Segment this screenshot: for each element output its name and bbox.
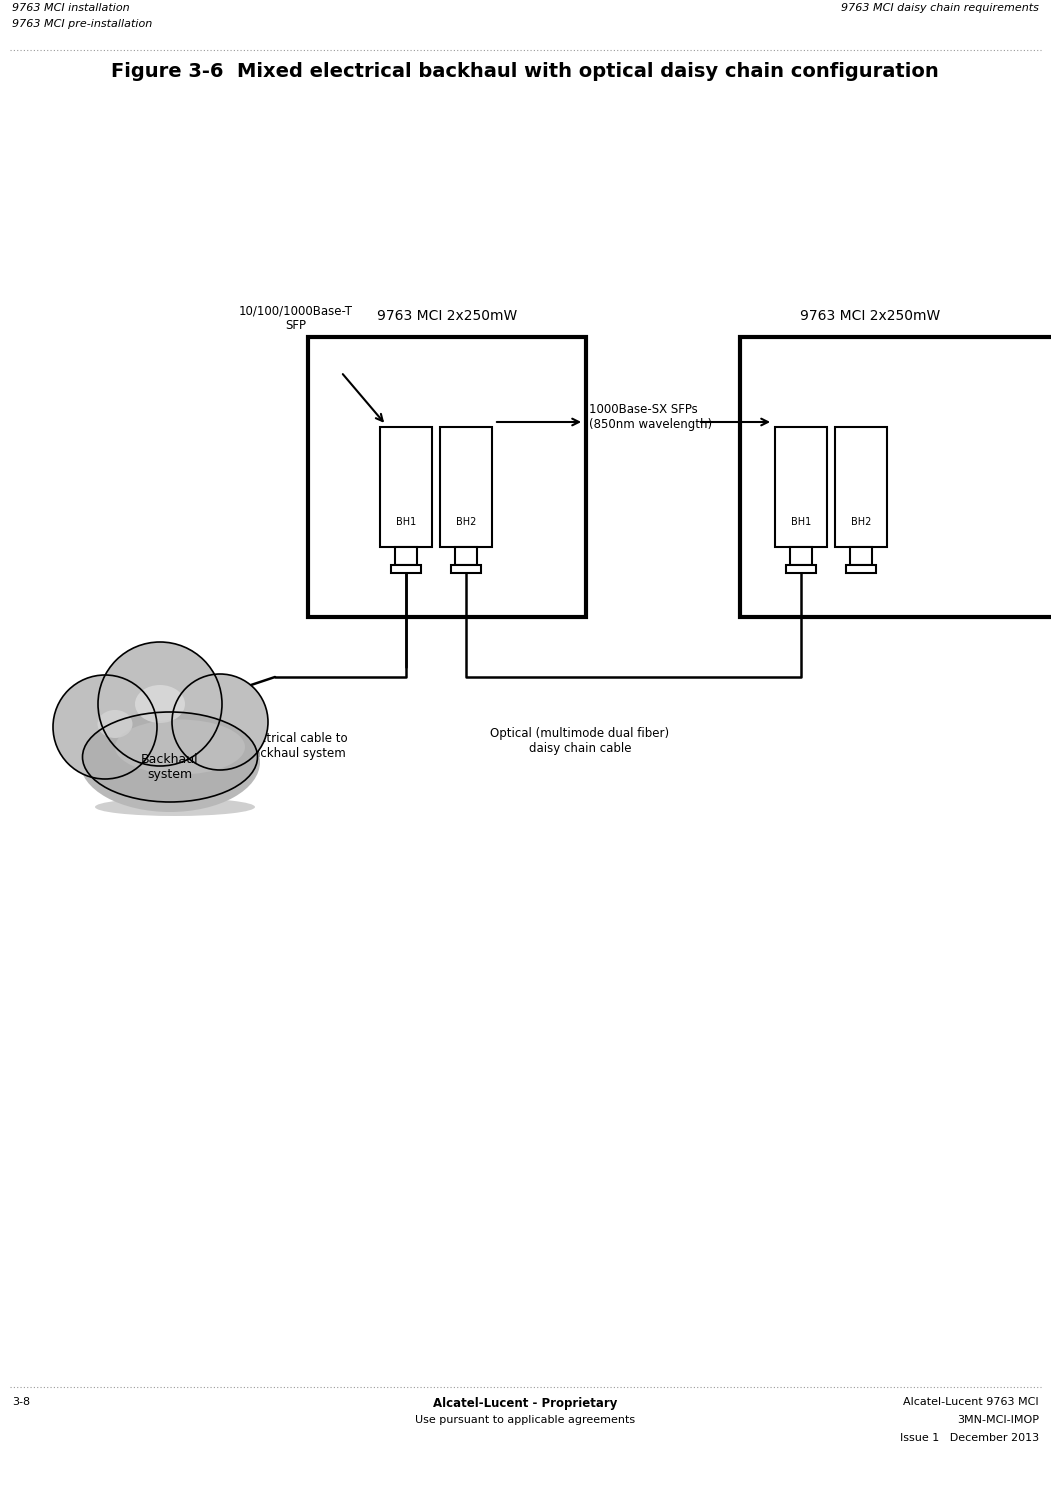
Ellipse shape [82,712,257,801]
Text: Optical (multimode dual fiber)
daisy chain cable: Optical (multimode dual fiber) daisy cha… [491,727,669,755]
Ellipse shape [95,799,255,816]
Text: 10/100/1000Base-T
SFP: 10/100/1000Base-T SFP [239,303,353,332]
Bar [380,427,432,547]
Circle shape [98,642,222,766]
Circle shape [87,694,177,785]
Circle shape [53,675,157,779]
Ellipse shape [115,720,245,775]
Ellipse shape [98,709,132,738]
Text: Issue 1   December 2013: Issue 1 December 2013 [900,1433,1039,1442]
Text: 1000Base-SX SFPs
(850nm wavelength): 1000Base-SX SFPs (850nm wavelength) [589,403,713,431]
Text: Alcatel-Lucent 9763 MCI: Alcatel-Lucent 9763 MCI [904,1396,1039,1407]
Bar [850,547,872,565]
Text: BH1: BH1 [790,517,811,526]
Text: 9763 MCI 2x250mW: 9763 MCI 2x250mW [377,309,517,323]
Text: BH1: BH1 [396,517,416,526]
Text: 9763 MCI 2x250mW: 9763 MCI 2x250mW [800,309,941,323]
Bar [790,547,812,565]
Text: 9763 MCI pre-installation: 9763 MCI pre-installation [12,19,152,30]
Bar [834,427,887,547]
Text: 9763 MCI daisy chain requirements: 9763 MCI daisy chain requirements [841,3,1039,13]
Bar [451,565,481,572]
Text: 3-8: 3-8 [12,1396,30,1407]
Text: Use pursuant to applicable agreements: Use pursuant to applicable agreements [415,1416,635,1425]
Text: 3MN-MCI-IMOP: 3MN-MCI-IMOP [957,1416,1039,1425]
Bar [308,338,586,617]
Bar [786,565,816,572]
Text: Backhaul
system: Backhaul system [141,752,199,781]
Text: Alcatel-Lucent - Proprietary: Alcatel-Lucent - Proprietary [433,1396,617,1410]
Bar [846,565,875,572]
Text: BH2: BH2 [851,517,871,526]
Bar [455,547,477,565]
Text: Electrical cable to
Backhaul system: Electrical cable to Backhaul system [242,732,348,760]
Circle shape [172,674,268,770]
Bar [395,547,417,565]
Text: BH2: BH2 [456,517,476,526]
Circle shape [147,687,236,778]
Bar [775,427,827,547]
Bar [740,338,1051,617]
Bar [440,427,492,547]
Bar [391,565,421,572]
Text: Figure 3-6  Mixed electrical backhaul with optical daisy chain configuration: Figure 3-6 Mixed electrical backhaul wit… [111,62,939,80]
Ellipse shape [135,686,185,723]
Ellipse shape [80,712,260,812]
Text: 9763 MCI installation: 9763 MCI installation [12,3,129,13]
